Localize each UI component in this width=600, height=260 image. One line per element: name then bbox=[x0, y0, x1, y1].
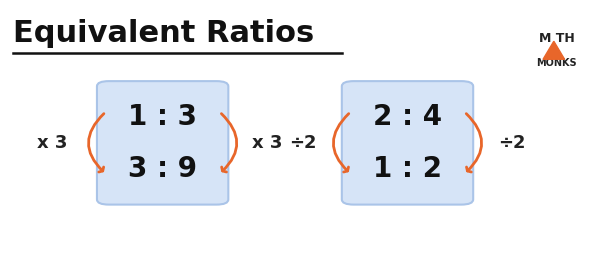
Text: x 3: x 3 bbox=[37, 134, 67, 152]
Text: M TH: M TH bbox=[539, 32, 575, 45]
Text: 1 : 3: 1 : 3 bbox=[128, 103, 197, 131]
FancyBboxPatch shape bbox=[342, 81, 473, 205]
Text: MONKS: MONKS bbox=[536, 58, 577, 68]
Text: Equivalent Ratios: Equivalent Ratios bbox=[13, 20, 314, 48]
Polygon shape bbox=[543, 41, 565, 59]
FancyBboxPatch shape bbox=[97, 81, 229, 205]
Text: 3 : 9: 3 : 9 bbox=[128, 155, 197, 183]
Text: ÷2: ÷2 bbox=[289, 134, 317, 152]
Text: 1 : 2: 1 : 2 bbox=[373, 155, 442, 183]
Text: ÷2: ÷2 bbox=[498, 134, 526, 152]
Text: x 3: x 3 bbox=[252, 134, 283, 152]
Text: 2 : 4: 2 : 4 bbox=[373, 103, 442, 131]
